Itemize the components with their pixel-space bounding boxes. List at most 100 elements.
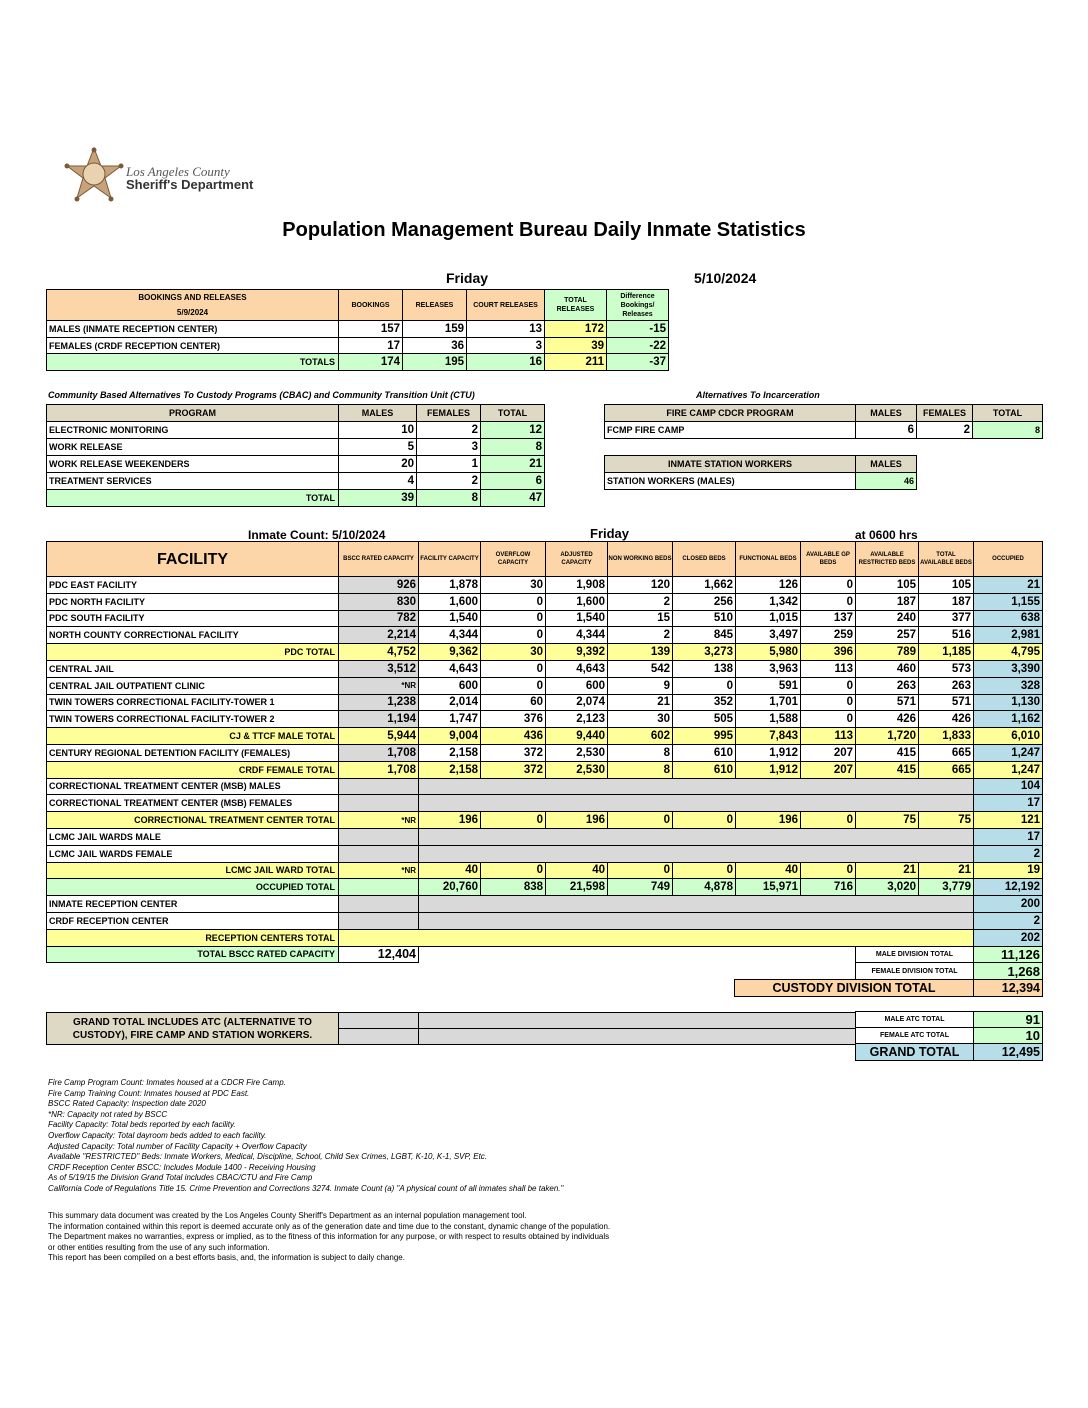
row-label: FCMP FIRE CAMP <box>604 421 856 439</box>
value-cell: 257 <box>855 626 919 645</box>
inmate-count-label: Inmate Count: 5/10/2024 <box>248 528 386 542</box>
row-label: INMATE RECEPTION CENTER <box>46 895 339 913</box>
inmate-count-time: at 0600 hrs <box>855 528 918 542</box>
value-cell: 591 <box>735 676 801 695</box>
empty-span <box>418 912 974 930</box>
empty-cell <box>338 777 419 796</box>
empty-span <box>418 794 974 813</box>
value-cell: *NR <box>338 676 419 695</box>
value-cell: 12,404 <box>338 945 419 964</box>
value-cell: 4,643 <box>545 660 608 678</box>
fire-camp-header: FIRE CAMP CDCR PROGRAM <box>604 404 856 422</box>
facility-header: FUNCTIONAL BEDS <box>735 541 801 577</box>
value-cell: 1,588 <box>735 710 801 729</box>
note-line: Facility Capacity: Total beds reported b… <box>48 1120 236 1130</box>
row-label: ELECTRONIC MONITORING <box>46 421 339 439</box>
value-cell: 1,833 <box>918 727 974 745</box>
facility-header: FACILITY <box>46 541 339 577</box>
value-cell: 21 <box>973 576 1043 594</box>
value-cell: 207 <box>800 744 856 762</box>
empty-span <box>418 777 974 796</box>
value-cell: 1,662 <box>672 576 736 594</box>
value-cell: 1,600 <box>418 592 481 611</box>
value-cell: 0 <box>672 811 736 829</box>
row-label: PDC NORTH FACILITY <box>46 592 339 611</box>
row-label: FEMALES (CRDF RECEPTION CENTER) <box>46 336 339 355</box>
value-cell: 1,908 <box>545 576 608 594</box>
row-label: LCMC JAIL WARD TOTAL <box>46 861 339 880</box>
value-cell: 30 <box>480 643 546 661</box>
occupied-cell: 202 <box>973 928 1043 947</box>
value-cell: 4,878 <box>672 878 736 897</box>
value-cell: 0 <box>800 811 856 829</box>
row-label: CORRECTIONAL TREATMENT CENTER TOTAL <box>46 811 339 829</box>
value-cell: 460 <box>855 660 919 678</box>
value-cell: 91 <box>973 1011 1043 1028</box>
value-cell: 789 <box>855 643 919 661</box>
value-cell: 1 <box>416 455 481 473</box>
value-cell: 256 <box>672 592 736 611</box>
value-cell: 0 <box>480 626 546 645</box>
header-text: BOOKINGS AND RELEASES <box>138 293 247 302</box>
value-cell: 1,912 <box>735 744 801 762</box>
value-cell: 0 <box>480 609 546 628</box>
value-cell: 75 <box>855 811 919 829</box>
value-cell: 0 <box>800 710 856 729</box>
value-cell: 113 <box>800 727 856 745</box>
value-cell: 1,878 <box>418 576 481 594</box>
occupied-cell: 104 <box>973 777 1043 796</box>
logo-line-1: Los Angeles County <box>126 164 230 179</box>
note-line: Available "RESTRICTED" Beds: Inmate Work… <box>48 1152 488 1162</box>
value-cell: 8 <box>416 489 481 507</box>
facility-header: TOTAL AVAILABLE BEDS <box>918 541 974 577</box>
value-cell: 6 <box>855 421 917 439</box>
value-cell: 16 <box>466 353 545 372</box>
row-label: CORRECTIONAL TREATMENT CENTER (MSB) MALE… <box>46 777 339 796</box>
inmate-count-day: Friday <box>590 526 630 541</box>
empty-cell <box>338 794 419 813</box>
value-cell: 2,158 <box>418 760 481 779</box>
value-cell: 782 <box>338 609 419 628</box>
row-label: CENTRAL JAIL OUTPATIENT CLINIC <box>46 676 339 695</box>
value-cell: -22 <box>606 336 669 355</box>
value-cell: 749 <box>607 878 673 897</box>
value-cell: 0 <box>480 592 546 611</box>
facility-header: NON WORKING BEDS <box>607 541 673 577</box>
bookings-header: BOOKINGS <box>338 289 403 321</box>
occupied-cell: 2 <box>973 912 1043 930</box>
value-cell: 21 <box>855 861 919 880</box>
value-cell: 8 <box>607 744 673 762</box>
value-cell: 30 <box>480 576 546 594</box>
value-cell: 600 <box>418 676 481 695</box>
occupied-cell: 17 <box>973 794 1043 813</box>
value-cell: 21 <box>607 693 673 712</box>
value-cell: 137 <box>800 609 856 628</box>
value-cell: 0 <box>480 811 546 829</box>
row-label: PDC TOTAL <box>46 643 339 661</box>
value-cell: 259 <box>800 626 856 645</box>
value-cell: 2 <box>416 472 481 490</box>
value-cell: 2 <box>916 421 973 439</box>
value-cell: 1,238 <box>338 693 419 712</box>
empty-span <box>338 928 974 947</box>
value-cell: 75 <box>918 811 974 829</box>
value-cell: 415 <box>855 744 919 762</box>
value-cell: 426 <box>918 710 974 729</box>
value-cell: 263 <box>855 676 919 695</box>
value-cell: 187 <box>855 592 919 611</box>
value-cell: 240 <box>855 609 919 628</box>
value-cell: 0 <box>800 693 856 712</box>
value-cell: 3 <box>466 336 545 355</box>
value-cell: 0 <box>672 861 736 880</box>
value-cell: 0 <box>672 676 736 695</box>
value-cell: -15 <box>606 320 669 338</box>
value-cell: 1,155 <box>973 592 1043 611</box>
value-cell: 195 <box>402 353 467 372</box>
value-cell: 4 <box>338 472 417 490</box>
atc-caption: Alternatives To Incarceration <box>696 390 820 400</box>
value-cell: 396 <box>800 643 856 661</box>
value-cell: 126 <box>735 576 801 594</box>
value-cell: 113 <box>800 660 856 678</box>
row-label: TREATMENT SERVICES <box>46 472 339 490</box>
value-cell: 8 <box>480 438 545 456</box>
